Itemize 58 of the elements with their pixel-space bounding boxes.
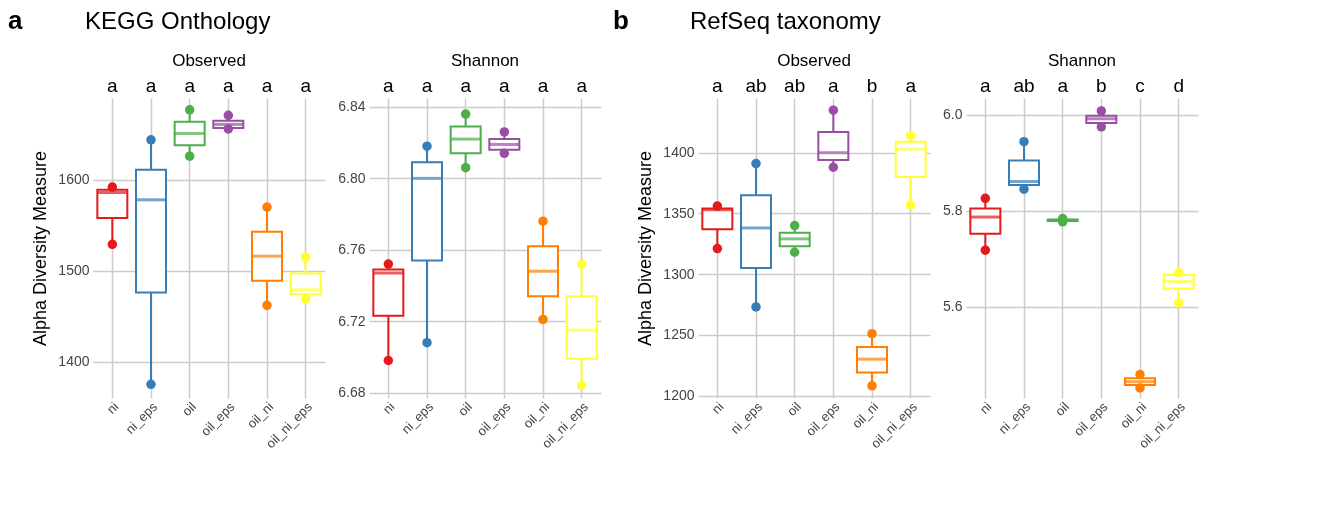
y-tick-label: 6.84 <box>338 98 366 115</box>
text: d <box>1173 75 1184 96</box>
y-tick-label: 5.6 <box>943 298 963 315</box>
x-tick-label: ni <box>708 399 727 417</box>
x-tick-label: ni <box>976 399 995 417</box>
x-tick-label: ni <box>379 399 398 417</box>
chart-title: KEGG Onthology <box>85 7 271 34</box>
y-tick-label: 6.68 <box>338 384 366 401</box>
text: a <box>499 75 511 96</box>
y-tick-label: 1200 <box>663 387 695 404</box>
text: a <box>261 75 273 96</box>
text: a <box>1057 75 1069 96</box>
text: a <box>460 75 472 96</box>
text: a <box>421 75 433 96</box>
y-tick-label: 1400 <box>663 144 695 161</box>
y-tick-label: 1350 <box>663 204 695 221</box>
y-tick-label: 6.72 <box>338 312 366 329</box>
text: a <box>300 75 312 96</box>
chart-subtitle: Observed <box>172 51 246 70</box>
y-tick-label: 5.8 <box>943 202 963 219</box>
y-tick-label: 6.0 <box>943 106 963 123</box>
y-tick-label: 1400 <box>58 353 90 370</box>
text: ab <box>784 75 806 96</box>
text: a <box>383 75 395 96</box>
y-tick-label: 1500 <box>58 262 90 279</box>
text: a <box>576 75 588 96</box>
text: b <box>1096 75 1107 96</box>
text: a <box>980 75 992 96</box>
x-tick-label: oil <box>179 399 199 419</box>
x-tick-label: oil <box>1052 399 1072 419</box>
text: b <box>866 75 878 96</box>
text: a <box>828 75 840 96</box>
chart-subtitle: Shannon <box>450 51 520 70</box>
text: a <box>223 75 235 96</box>
x-tick-label: oil <box>784 399 804 419</box>
text: b <box>613 5 629 35</box>
y-tick-label: 1300 <box>663 265 695 282</box>
x-tick-label: ni <box>103 399 122 417</box>
text: a <box>184 75 196 96</box>
y-tick-label: 1600 <box>58 171 90 188</box>
chart-subtitle: Observed <box>777 51 851 70</box>
text: c <box>1135 75 1145 96</box>
text: a <box>712 75 724 96</box>
chart-subtitle: Shannon <box>1047 51 1117 70</box>
chart-title: RefSeq taxonomy <box>690 7 881 34</box>
y-tick-label: 6.80 <box>338 169 366 186</box>
text: ab <box>745 75 767 96</box>
text: a <box>107 75 119 96</box>
y-axis-title: Alpha Diversity Measure <box>635 150 656 347</box>
y-tick-label: 6.76 <box>338 241 366 258</box>
text: a <box>145 75 157 96</box>
x-tick-label: oil <box>455 399 475 419</box>
y-axis-title: Alpha Diversity Measure <box>30 150 51 347</box>
text: a <box>905 75 917 96</box>
text: a <box>537 75 549 96</box>
text: a <box>8 5 23 35</box>
y-tick-label: 1250 <box>663 326 695 343</box>
text: ab <box>1013 75 1035 96</box>
